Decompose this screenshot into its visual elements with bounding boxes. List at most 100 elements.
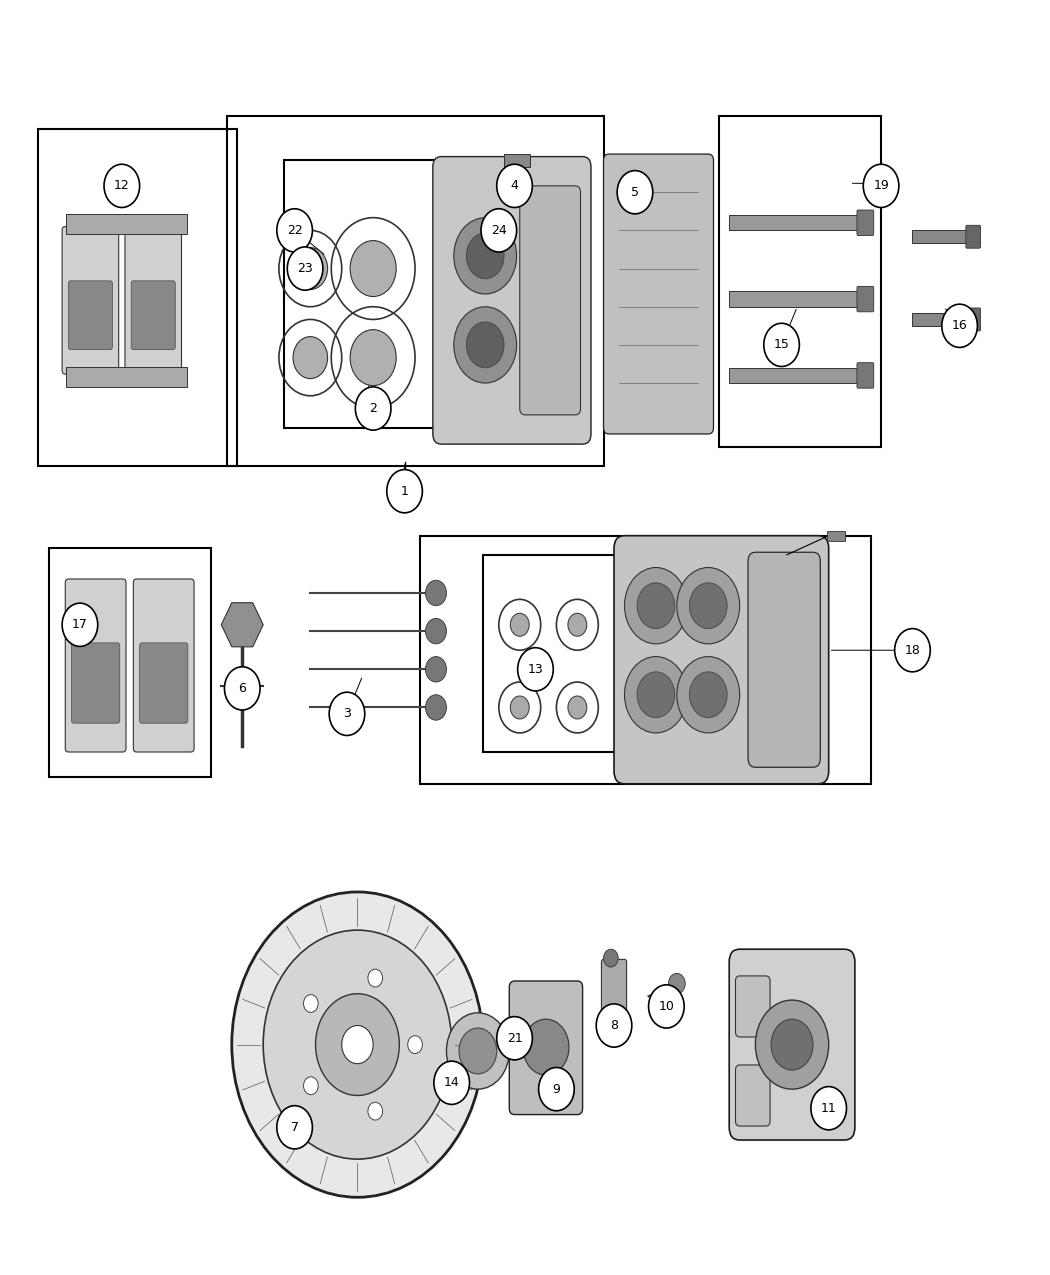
Circle shape xyxy=(386,469,422,513)
Text: 11: 11 xyxy=(821,1102,837,1114)
Text: 23: 23 xyxy=(297,263,313,275)
Text: 18: 18 xyxy=(904,644,921,657)
Circle shape xyxy=(341,1025,373,1063)
FancyBboxPatch shape xyxy=(62,227,119,374)
Circle shape xyxy=(264,929,452,1159)
Circle shape xyxy=(637,583,675,629)
Text: 10: 10 xyxy=(658,1000,674,1012)
Circle shape xyxy=(350,330,396,385)
Text: 6: 6 xyxy=(238,682,246,695)
Circle shape xyxy=(425,580,446,606)
Text: 5: 5 xyxy=(631,186,639,199)
Polygon shape xyxy=(222,603,264,646)
Ellipse shape xyxy=(510,613,529,636)
Circle shape xyxy=(434,1061,469,1104)
Text: 21: 21 xyxy=(507,1031,523,1044)
FancyBboxPatch shape xyxy=(748,552,820,768)
FancyBboxPatch shape xyxy=(65,579,126,752)
Text: 12: 12 xyxy=(114,180,130,193)
Text: 7: 7 xyxy=(291,1121,298,1133)
Circle shape xyxy=(293,247,328,289)
FancyBboxPatch shape xyxy=(729,949,855,1140)
Text: 2: 2 xyxy=(370,402,377,414)
Circle shape xyxy=(523,1019,569,1075)
Text: 8: 8 xyxy=(610,1019,618,1031)
Circle shape xyxy=(288,247,323,291)
FancyBboxPatch shape xyxy=(66,214,187,235)
Circle shape xyxy=(293,337,328,379)
Circle shape xyxy=(104,164,140,208)
FancyBboxPatch shape xyxy=(509,980,583,1114)
Circle shape xyxy=(454,218,517,295)
Circle shape xyxy=(497,1016,532,1060)
Circle shape xyxy=(454,307,517,382)
FancyBboxPatch shape xyxy=(729,215,865,231)
Circle shape xyxy=(649,984,685,1028)
Circle shape xyxy=(277,1105,313,1149)
FancyBboxPatch shape xyxy=(520,186,581,414)
Circle shape xyxy=(316,993,399,1095)
Circle shape xyxy=(329,692,364,736)
Circle shape xyxy=(277,209,313,252)
Circle shape xyxy=(942,305,978,347)
Circle shape xyxy=(425,695,446,720)
Circle shape xyxy=(303,1077,318,1095)
Text: 24: 24 xyxy=(491,224,507,237)
FancyBboxPatch shape xyxy=(966,226,981,249)
FancyBboxPatch shape xyxy=(433,157,591,444)
Circle shape xyxy=(690,672,727,718)
Ellipse shape xyxy=(510,696,529,719)
Text: 13: 13 xyxy=(527,663,543,676)
Ellipse shape xyxy=(568,613,587,636)
Circle shape xyxy=(425,657,446,682)
Circle shape xyxy=(895,629,930,672)
FancyBboxPatch shape xyxy=(68,280,112,349)
Circle shape xyxy=(368,969,382,987)
Circle shape xyxy=(771,1019,813,1070)
FancyBboxPatch shape xyxy=(729,292,865,307)
FancyBboxPatch shape xyxy=(614,536,828,784)
Circle shape xyxy=(677,567,739,644)
Circle shape xyxy=(481,209,517,252)
Circle shape xyxy=(604,949,618,966)
FancyBboxPatch shape xyxy=(857,287,874,312)
Text: 17: 17 xyxy=(72,618,88,631)
Circle shape xyxy=(232,892,483,1197)
FancyBboxPatch shape xyxy=(826,530,845,541)
Circle shape xyxy=(466,323,504,367)
Circle shape xyxy=(755,1000,828,1089)
Circle shape xyxy=(350,241,396,297)
FancyBboxPatch shape xyxy=(729,367,865,382)
Text: 3: 3 xyxy=(343,708,351,720)
Circle shape xyxy=(863,164,899,208)
Circle shape xyxy=(459,1028,497,1074)
Ellipse shape xyxy=(568,696,587,719)
FancyBboxPatch shape xyxy=(966,309,981,332)
Text: 4: 4 xyxy=(510,180,519,193)
FancyBboxPatch shape xyxy=(912,314,975,326)
FancyBboxPatch shape xyxy=(140,643,188,723)
Circle shape xyxy=(425,618,446,644)
FancyBboxPatch shape xyxy=(857,210,874,236)
FancyBboxPatch shape xyxy=(504,154,530,167)
Text: 16: 16 xyxy=(951,319,967,333)
Text: 14: 14 xyxy=(444,1076,460,1089)
Circle shape xyxy=(355,386,391,430)
FancyBboxPatch shape xyxy=(125,227,182,374)
Circle shape xyxy=(518,648,553,691)
Circle shape xyxy=(677,657,739,733)
Circle shape xyxy=(446,1012,509,1089)
FancyBboxPatch shape xyxy=(71,643,120,723)
Circle shape xyxy=(368,1103,382,1119)
FancyBboxPatch shape xyxy=(735,975,770,1037)
Circle shape xyxy=(617,171,653,214)
Circle shape xyxy=(625,567,688,644)
FancyBboxPatch shape xyxy=(66,366,187,386)
Circle shape xyxy=(303,994,318,1012)
Circle shape xyxy=(637,672,675,718)
Circle shape xyxy=(669,973,686,993)
Text: 19: 19 xyxy=(874,180,889,193)
FancyBboxPatch shape xyxy=(602,959,627,1015)
Circle shape xyxy=(596,1003,632,1047)
Circle shape xyxy=(225,667,260,710)
